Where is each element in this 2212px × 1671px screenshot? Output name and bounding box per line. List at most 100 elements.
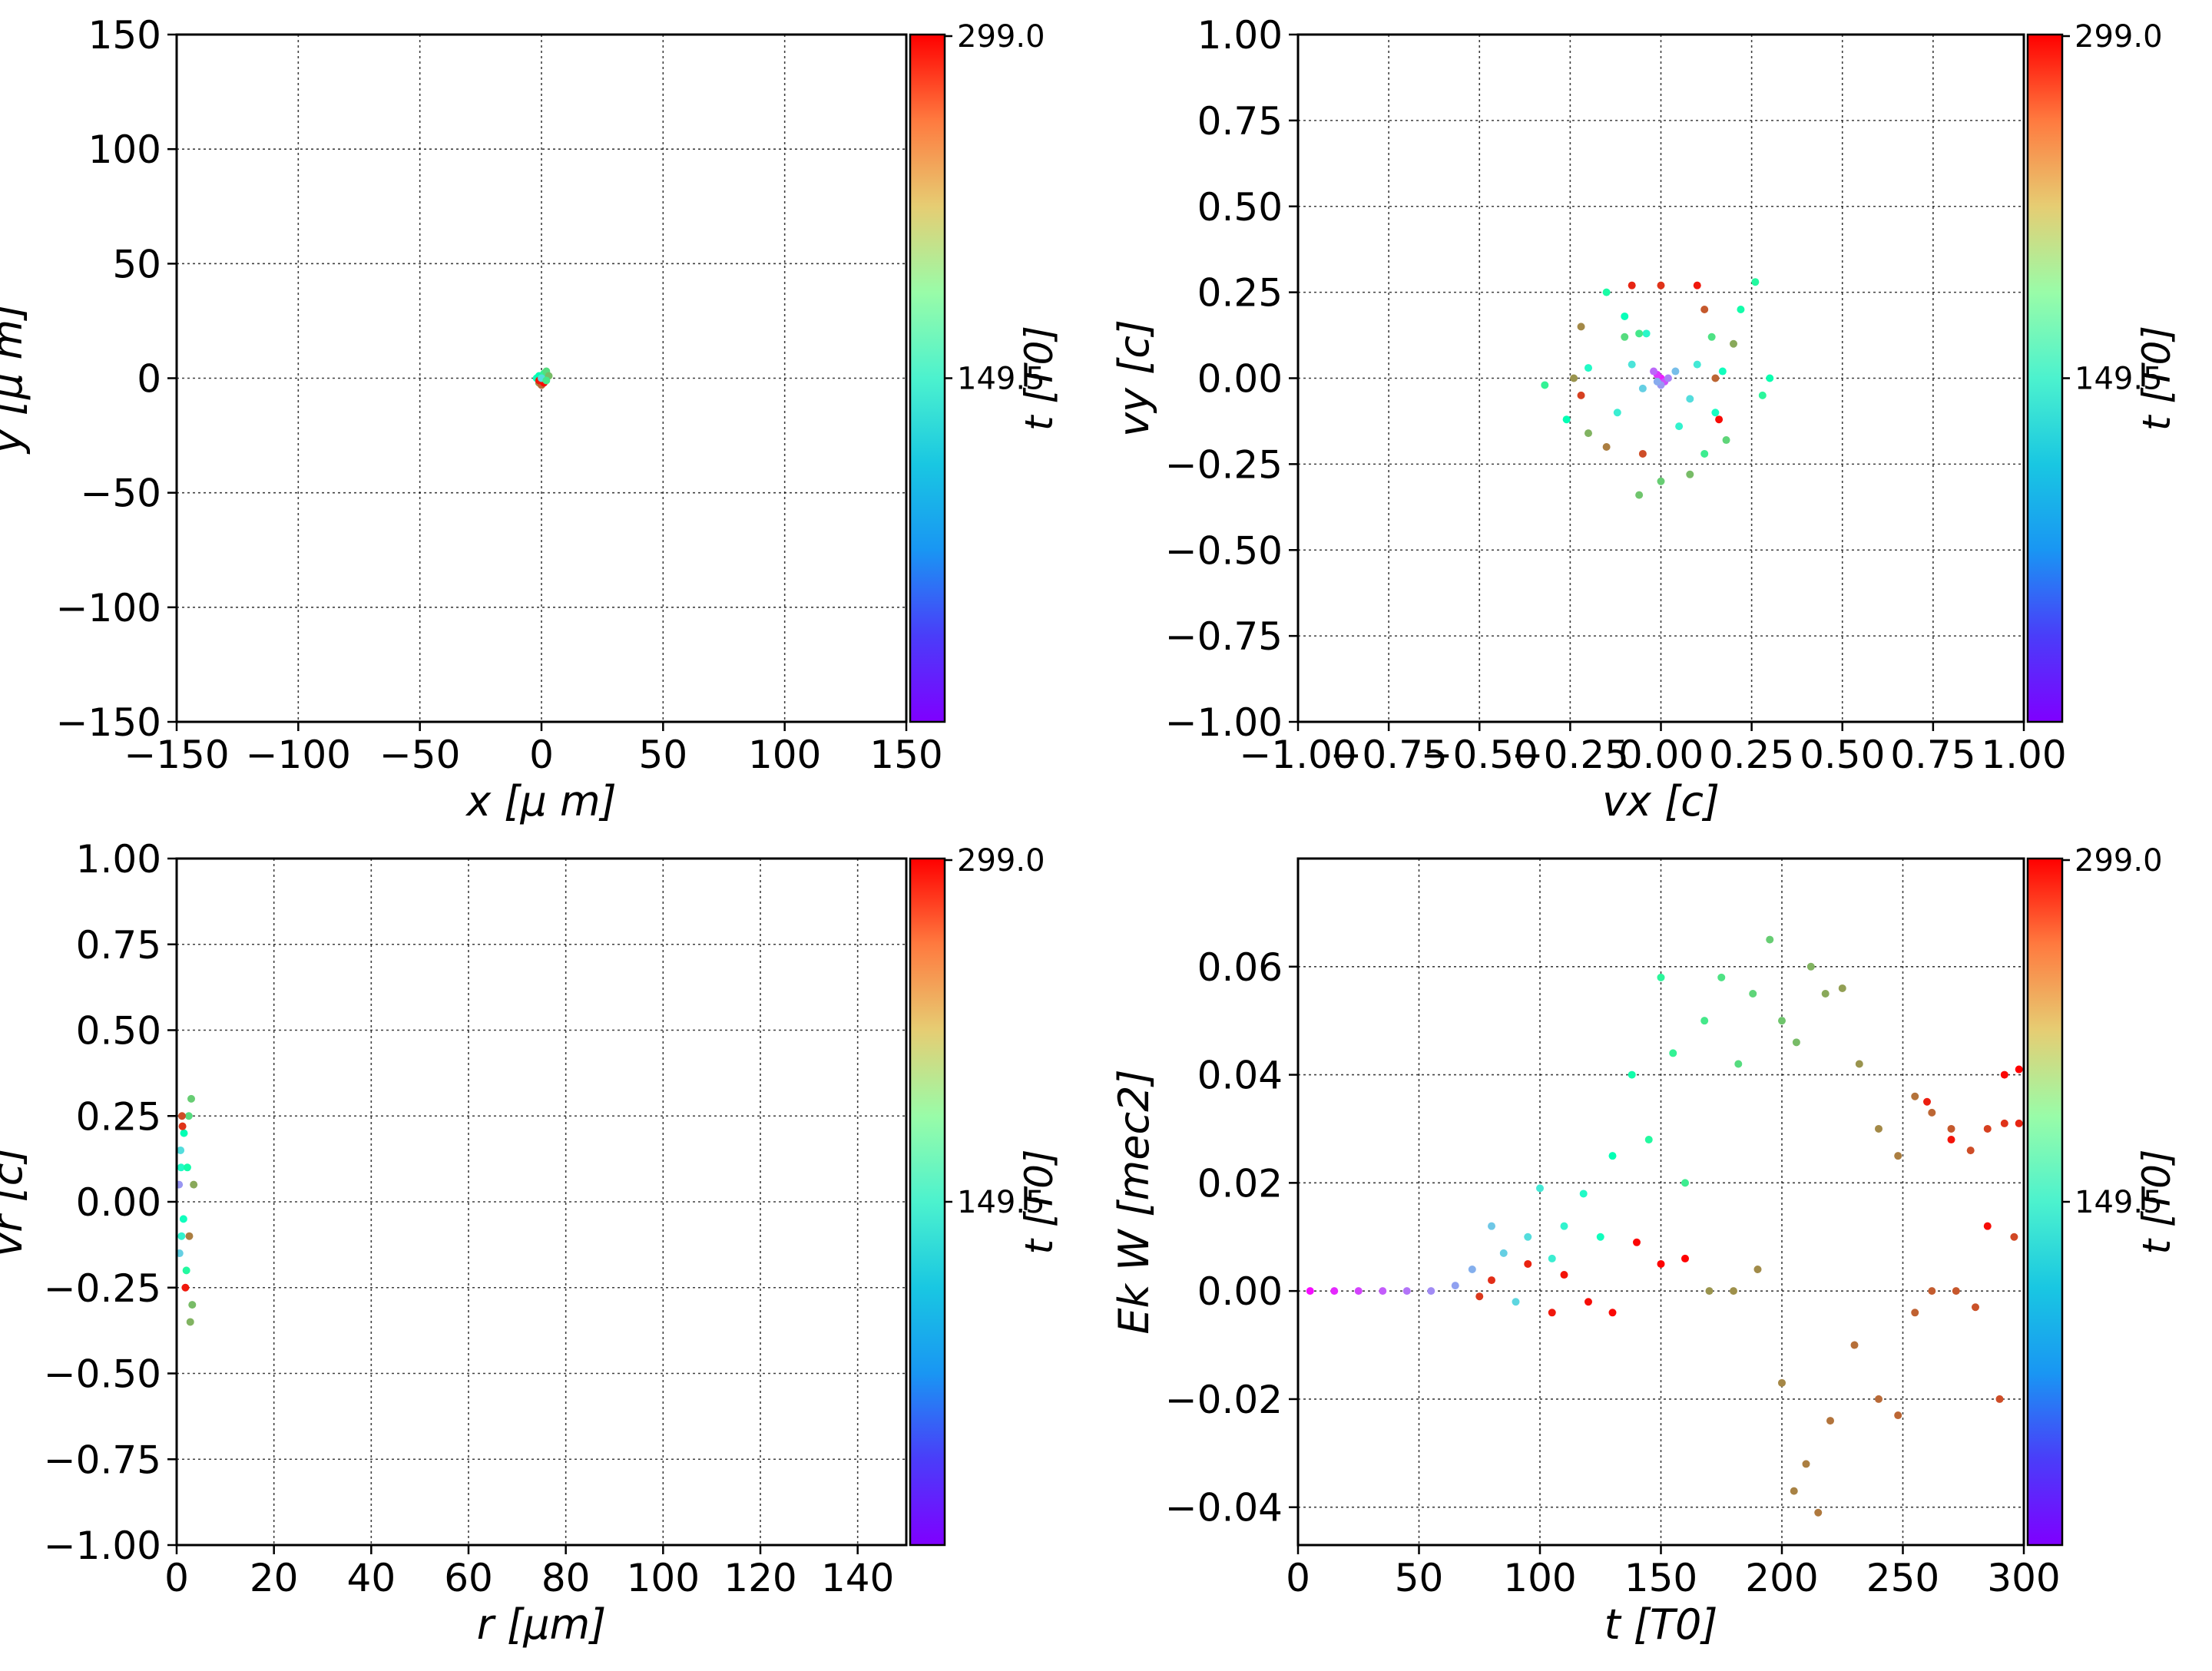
y-tick-label: 100 [88,127,161,172]
scatter-point [1669,1049,1677,1057]
scatter-point [1379,1287,1387,1295]
scatter-point [1911,1092,1919,1100]
scatter-point [1499,1249,1508,1257]
scatter-point [1524,1233,1532,1241]
plot-frame [1296,857,2025,1547]
scatter-point [181,1283,190,1292]
scatter-point [1928,1287,1936,1295]
scatter-point [1468,1265,1476,1273]
scatter-point [188,1301,197,1309]
scatter-point [1602,288,1611,296]
colorbar [909,857,946,1547]
colorbar [2026,857,2064,1547]
y-tick-label: 0.04 [1197,1054,1283,1098]
y-axis-label: vy [c] [1110,319,1158,437]
colorbar-tick-label: 299.0 [2075,843,2163,879]
scatter-point [1579,1190,1588,1198]
scatter-point [1718,367,1727,376]
scatter-point [1983,1124,1992,1133]
y-tick-label: −1.00 [44,1524,161,1568]
x-axis-label: r [μm] [477,1600,606,1649]
x-tick-label: 0.50 [1800,733,1885,777]
scatter-point [1707,333,1716,341]
scatter-point [1681,1179,1689,1187]
scatter-point [1693,281,1701,290]
scatter-point [1584,429,1592,438]
scatter-point [1635,329,1644,338]
scatter-point [1686,470,1694,478]
scatter-point [1737,306,1745,313]
scatter-point [1602,443,1611,451]
scatter-point [542,376,551,385]
scatter-point [1354,1287,1363,1295]
y-tick-label: 0 [137,357,161,402]
scatter-series [177,1094,198,1326]
scatter-point [178,1122,187,1130]
scatter-point [1700,306,1709,313]
scatter-point [1671,367,1680,376]
scatter-point [1402,1287,1411,1295]
scatter-point [1306,1287,1314,1295]
x-tick-label: −0.75 [1330,733,1448,777]
scatter-point [1562,415,1571,424]
scatter-point [2000,1119,2008,1127]
colorbar-tick-label: 149.5 [957,1185,1045,1220]
panels: −150 −100 −50 0 50 100 150 −150 −100 −50 0 50 100 150… [0,13,2179,1649]
x-tick-label: 100 [748,733,821,777]
scatter-point [1700,449,1709,458]
scatter-point [1952,1287,1960,1295]
scatter-point [1875,1124,1883,1133]
scatter-point [1995,1395,2004,1403]
colorbar-label: t [T0] [2134,1150,2179,1255]
y-tick-label: −150 [56,700,161,745]
scatter-point [1633,1238,1641,1246]
scatter-point [2015,1119,2023,1127]
y-tick-label: 1.00 [1197,13,1283,58]
scatter-point [179,1215,187,1223]
x-tick-label: −100 [246,733,351,777]
scatter-point [1730,339,1737,348]
scatter-point [1700,1017,1709,1025]
x-tick-label: 250 [1866,1556,1939,1600]
y-tick-label: −0.04 [1165,1486,1283,1530]
y-tick-label: 0.50 [1197,185,1283,230]
colorbar [2026,33,2064,723]
scatter-point [1635,491,1644,499]
scatter-point [1722,436,1730,445]
scatter-point [1928,1108,1936,1117]
scatter-point [1749,989,1757,998]
colorbar-tick-label: 299.0 [957,19,1045,55]
scatter-series [1541,278,1774,499]
y-tick-label: −0.50 [1165,528,1283,573]
x-tick-label: 60 [444,1556,493,1600]
y-tick-label: −100 [56,586,161,630]
scatter-point [1792,1038,1800,1047]
y-tick-label: 0.00 [1197,1269,1283,1314]
scatter-series [1306,935,2023,1517]
scatter-point [1705,1287,1714,1295]
x-tick-label: 0.25 [1709,733,1794,777]
y-tick-label: −50 [80,472,161,516]
y-tick-label: 1.00 [76,837,161,882]
plot-frame [1296,33,2025,723]
scatter-point [1947,1136,1955,1144]
x-tick-label: 120 [724,1556,796,1600]
x-tick-label: 0.00 [1618,733,1704,777]
x-tick-label: −0.50 [1421,733,1538,777]
scatter-point [1681,1254,1689,1262]
scatter-point [1911,1309,1919,1317]
scatter-point [1711,409,1720,417]
scatter-point [177,1112,186,1120]
y-tick-label: −1.00 [1165,700,1283,745]
colorbar-tick-label: 149.5 [957,362,1045,397]
scatter-point [1628,281,1636,290]
scatter-point [1717,973,1726,981]
y-tick-label: 50 [112,242,161,286]
scatter-point [1488,1276,1495,1285]
x-tick-label: 300 [1987,1556,2060,1600]
scatter-point [1826,1417,1834,1425]
colorbar-label: t [T0] [2134,326,2179,431]
y-tick-label: −0.75 [44,1438,161,1482]
plot-frame [175,33,908,723]
